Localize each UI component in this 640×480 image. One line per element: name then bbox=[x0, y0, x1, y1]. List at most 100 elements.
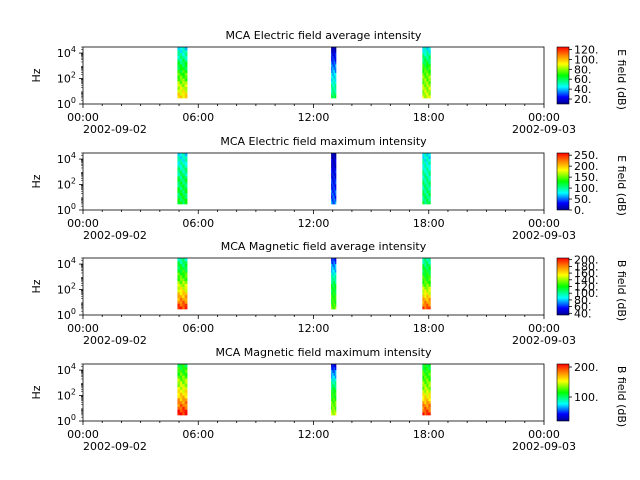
spectrogram-cell bbox=[428, 400, 431, 405]
spectrogram-cell bbox=[422, 297, 425, 301]
y-tick-label: 100 bbox=[57, 413, 76, 428]
spectrogram-cell bbox=[334, 364, 337, 368]
spectrogram-cell bbox=[332, 201, 334, 205]
spectrogram-cell bbox=[426, 283, 429, 287]
spectrogram-cell bbox=[333, 164, 336, 168]
spectrogram-cell bbox=[426, 364, 429, 368]
spectrogram-cell bbox=[428, 406, 431, 410]
spectrogram-cell bbox=[177, 294, 181, 299]
spectrogram-cell bbox=[179, 274, 183, 279]
spectrogram-cell bbox=[428, 89, 431, 93]
spectrogram-cell bbox=[422, 400, 425, 405]
spectrogram-cell bbox=[424, 75, 427, 79]
spectrogram-cell bbox=[428, 55, 431, 59]
spectrogram-cell bbox=[422, 164, 425, 168]
spectrogram-cell bbox=[182, 201, 186, 205]
spectrogram-cell bbox=[422, 277, 425, 282]
spectrogram-cell bbox=[422, 69, 425, 73]
spectrogram-cell bbox=[422, 186, 425, 191]
spectrogram-cell bbox=[184, 181, 188, 185]
spectrogram-cell bbox=[422, 406, 425, 410]
spectrogram-cell bbox=[426, 167, 429, 171]
spectrogram-cell bbox=[333, 75, 336, 79]
spectrogram-cell bbox=[334, 172, 337, 177]
spectrogram-cell bbox=[182, 260, 186, 265]
spectrogram-cell bbox=[428, 263, 431, 267]
spectrogram-cell bbox=[333, 161, 336, 165]
spectrogram-cell bbox=[331, 175, 333, 179]
spectrogram-cell bbox=[332, 286, 334, 290]
spectrogram-cell bbox=[179, 380, 183, 385]
spectrogram-cell bbox=[184, 283, 188, 287]
spectrogram-cell bbox=[422, 63, 425, 68]
spectrogram-cell bbox=[332, 378, 334, 382]
spectrogram-cell bbox=[184, 189, 188, 194]
spectrogram-cell bbox=[332, 400, 334, 405]
spectrogram-cell bbox=[333, 55, 336, 59]
spectrogram-cell bbox=[334, 400, 337, 405]
spectrogram-cell bbox=[428, 369, 431, 373]
spectrogram-cell bbox=[426, 369, 429, 373]
spectrogram-cell bbox=[334, 184, 337, 188]
spectrogram-cell bbox=[331, 294, 333, 299]
spectrogram-cell bbox=[428, 303, 431, 307]
spectrogram-cell bbox=[184, 83, 188, 88]
spectrogram-cell bbox=[182, 366, 186, 371]
spectrogram-cell bbox=[422, 52, 425, 56]
spectrogram-cell bbox=[428, 280, 431, 284]
spectrogram-cell bbox=[334, 392, 337, 396]
spectrogram-cell bbox=[424, 66, 427, 71]
spectrogram-cell bbox=[333, 58, 336, 62]
spectrogram-cell bbox=[333, 380, 336, 385]
spectrogram-cell bbox=[422, 47, 425, 51]
spectrogram-cell bbox=[184, 78, 188, 82]
spectrogram-cell bbox=[334, 283, 337, 287]
spectrogram-cell bbox=[179, 83, 183, 88]
spectrogram-cell bbox=[334, 80, 337, 85]
spectrogram-cell bbox=[426, 189, 429, 194]
spectrogram-cell bbox=[179, 400, 183, 405]
spectrogram-cell bbox=[184, 400, 188, 405]
spectrogram-cell bbox=[331, 153, 333, 157]
spectrogram-cell bbox=[422, 89, 425, 93]
spectrogram-cell bbox=[182, 397, 186, 402]
spectrogram-cell bbox=[331, 395, 333, 399]
spectrogram-cell bbox=[182, 83, 186, 88]
spectrogram-cell bbox=[177, 89, 181, 93]
spectrogram-cell bbox=[424, 169, 427, 174]
spectrogram-cell bbox=[179, 195, 183, 199]
spectrogram-cell bbox=[177, 392, 181, 396]
spectrogram-cell bbox=[424, 192, 427, 196]
spectrogram-cell bbox=[332, 189, 334, 194]
plot-frame bbox=[82, 257, 545, 316]
spectrogram-cell bbox=[184, 389, 188, 393]
spectrogram-cell bbox=[333, 195, 336, 199]
colorbar-tick-label: 60. bbox=[574, 73, 592, 86]
spectrogram-cell bbox=[332, 198, 334, 202]
spectrogram-cell bbox=[333, 412, 336, 416]
spectrogram-cell bbox=[184, 291, 188, 296]
colorbar bbox=[556, 257, 570, 316]
spectrogram-cell bbox=[177, 184, 181, 188]
spectrogram-cell bbox=[426, 400, 429, 405]
spectrogram-cell bbox=[179, 397, 183, 402]
spectrogram-cell bbox=[184, 369, 188, 373]
colorbar-label: B field (dB) bbox=[615, 366, 628, 427]
spectrogram-cell bbox=[426, 260, 429, 265]
spectrogram-cell bbox=[422, 181, 425, 185]
spectrogram-cell bbox=[177, 306, 181, 310]
spectrogram-cell bbox=[182, 89, 186, 93]
colorbar-tick-label: 80. bbox=[574, 294, 592, 307]
spectrogram-cell bbox=[424, 366, 427, 371]
spectrogram-cell bbox=[331, 167, 333, 171]
spectrogram-cell bbox=[331, 375, 333, 379]
panel-4: MCA Magnetic field maximum intensity 00:0… bbox=[30, 346, 628, 453]
spectrogram-cell bbox=[333, 300, 336, 304]
spectrogram-cell bbox=[179, 95, 183, 99]
spectrogram-cell bbox=[424, 175, 427, 179]
spectrogram-cell bbox=[184, 175, 188, 179]
spectrogram-cell bbox=[426, 55, 429, 59]
spectrogram-cell bbox=[182, 86, 186, 90]
spectrogram-cell bbox=[177, 397, 181, 402]
colorbar-label: E field (dB) bbox=[615, 155, 628, 216]
